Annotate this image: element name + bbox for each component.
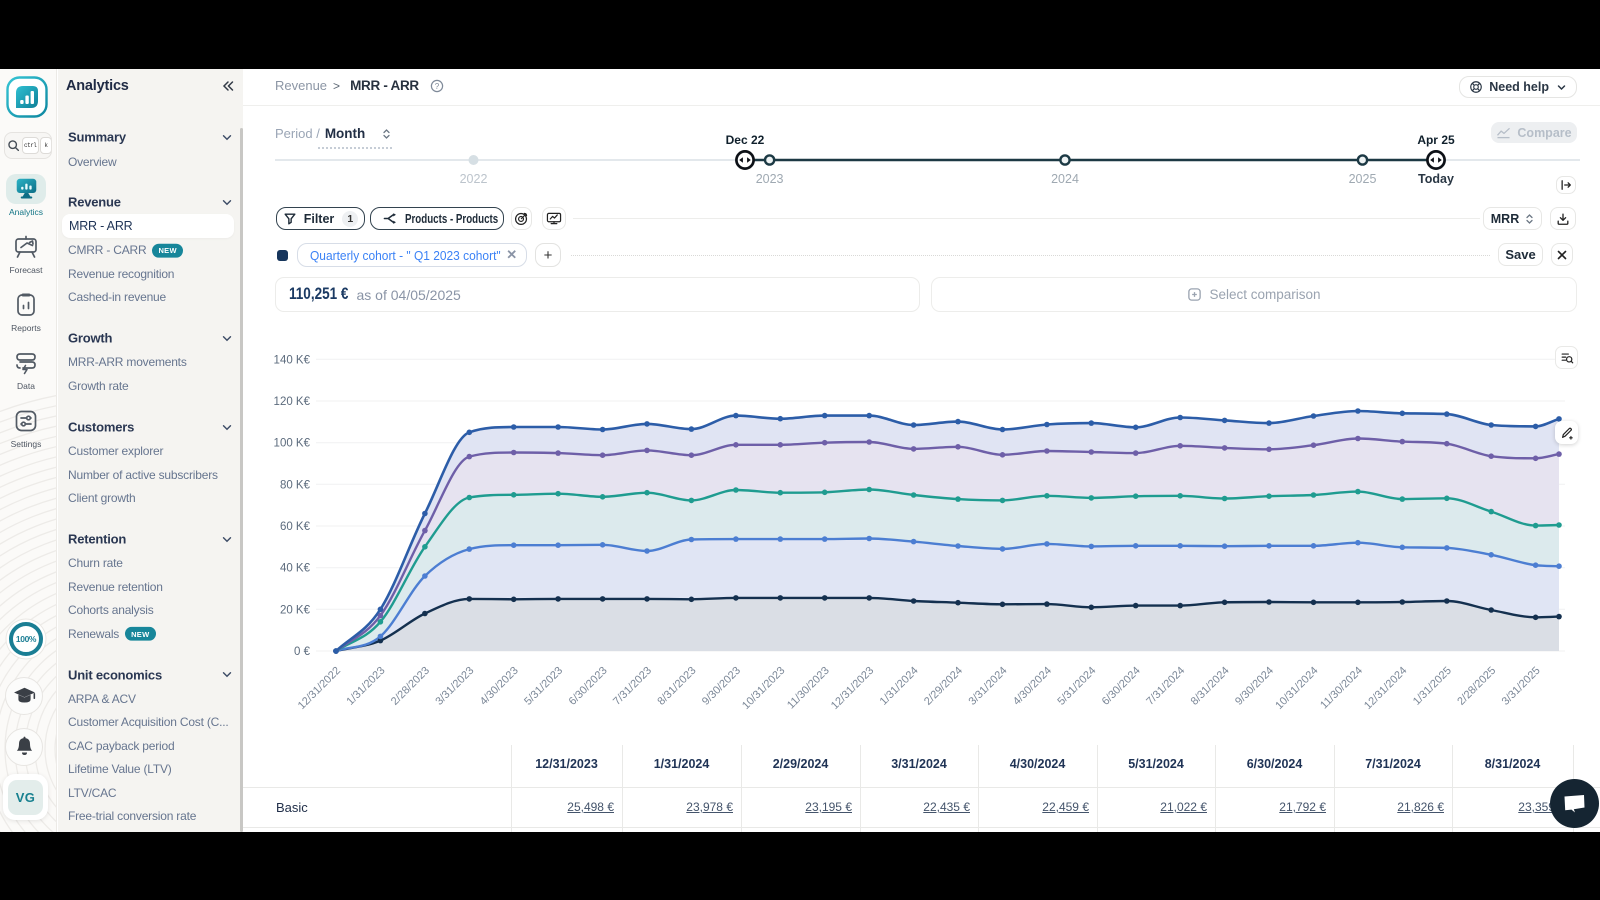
svg-text:8/31/2024: 8/31/2024 — [1189, 665, 1232, 708]
svg-text:7/31/2024: 7/31/2024 — [1144, 665, 1187, 708]
svg-text:9/30/2023: 9/30/2023 — [700, 665, 743, 708]
svg-text:Dec 22: Dec 22 — [726, 133, 765, 147]
svg-text:5/31/2024: 5/31/2024 — [1055, 665, 1098, 708]
svg-text:12/31/2023: 12/31/2023 — [829, 665, 876, 712]
svg-text:2022: 2022 — [460, 172, 488, 186]
svg-text:?: ? — [435, 81, 440, 90]
svg-text:10/31/2023: 10/31/2023 — [740, 665, 787, 712]
svg-text:12/31/2024: 12/31/2024 — [1362, 665, 1409, 712]
svg-text:2/28/2025: 2/28/2025 — [1455, 665, 1498, 708]
svg-text:1/31/2025: 1/31/2025 — [1411, 665, 1454, 708]
svg-text:2024: 2024 — [1051, 172, 1079, 186]
svg-text:2025: 2025 — [1349, 172, 1377, 186]
svg-text:11/30/2023: 11/30/2023 — [785, 665, 832, 712]
svg-text:1/31/2023: 1/31/2023 — [344, 665, 387, 708]
svg-text:80 K€: 80 K€ — [280, 479, 311, 491]
svg-text:6/30/2023: 6/30/2023 — [567, 665, 610, 708]
svg-text:20 K€: 20 K€ — [280, 604, 311, 616]
svg-text:3/31/2024: 3/31/2024 — [967, 665, 1010, 708]
svg-text:1/31/2024: 1/31/2024 — [878, 665, 921, 708]
svg-text:2/28/2023: 2/28/2023 — [389, 665, 432, 708]
svg-text:120 K€: 120 K€ — [274, 396, 311, 408]
svg-text:60 K€: 60 K€ — [280, 521, 311, 533]
svg-text:4/30/2023: 4/30/2023 — [478, 665, 521, 708]
svg-text:140 K€: 140 K€ — [274, 354, 311, 366]
svg-text:9/30/2024: 9/30/2024 — [1233, 665, 1276, 708]
svg-text:11/30/2024: 11/30/2024 — [1318, 665, 1365, 712]
svg-text:2023: 2023 — [756, 172, 784, 186]
svg-text:3/31/2023: 3/31/2023 — [433, 665, 476, 708]
svg-text:3/31/2025: 3/31/2025 — [1500, 665, 1543, 708]
svg-text:0 €: 0 € — [294, 646, 311, 658]
svg-text:2/29/2024: 2/29/2024 — [922, 665, 965, 708]
svg-text:12/31/2022: 12/31/2022 — [296, 665, 343, 712]
svg-text:Apr 25: Apr 25 — [1417, 133, 1455, 147]
svg-text:8/31/2023: 8/31/2023 — [655, 665, 698, 708]
svg-text:6/30/2024: 6/30/2024 — [1100, 665, 1143, 708]
svg-text:Today: Today — [1418, 172, 1454, 186]
svg-text:10/31/2024: 10/31/2024 — [1273, 665, 1320, 712]
svg-text:40 K€: 40 K€ — [280, 563, 311, 575]
svg-text:7/31/2023: 7/31/2023 — [611, 665, 654, 708]
svg-text:100 K€: 100 K€ — [274, 438, 311, 450]
svg-text:5/31/2023: 5/31/2023 — [522, 665, 565, 708]
svg-text:4/30/2024: 4/30/2024 — [1011, 665, 1054, 708]
